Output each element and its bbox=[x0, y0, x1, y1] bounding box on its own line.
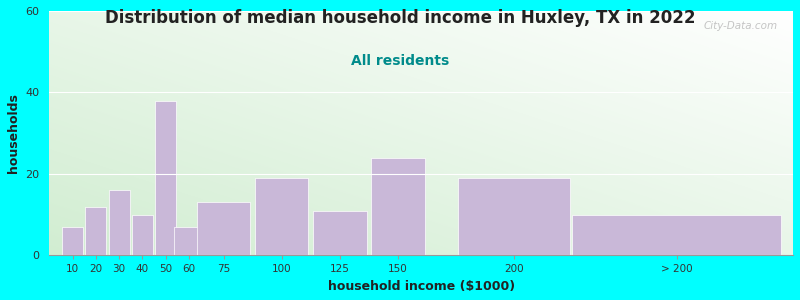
Text: Distribution of median household income in Huxley, TX in 2022: Distribution of median household income … bbox=[105, 9, 695, 27]
Text: All residents: All residents bbox=[351, 54, 449, 68]
Text: City-Data.com: City-Data.com bbox=[704, 21, 778, 31]
Bar bbox=[86, 207, 106, 256]
Bar bbox=[313, 211, 366, 256]
Bar bbox=[132, 215, 153, 256]
Bar bbox=[155, 100, 176, 256]
Bar bbox=[371, 158, 425, 256]
Bar bbox=[174, 227, 204, 256]
Y-axis label: households: households bbox=[7, 93, 20, 173]
X-axis label: household income ($1000): household income ($1000) bbox=[328, 280, 514, 293]
Bar bbox=[255, 178, 309, 256]
Bar bbox=[109, 190, 130, 256]
Bar bbox=[458, 178, 570, 256]
Bar bbox=[62, 227, 83, 256]
Bar bbox=[572, 215, 782, 256]
Bar bbox=[197, 202, 250, 256]
